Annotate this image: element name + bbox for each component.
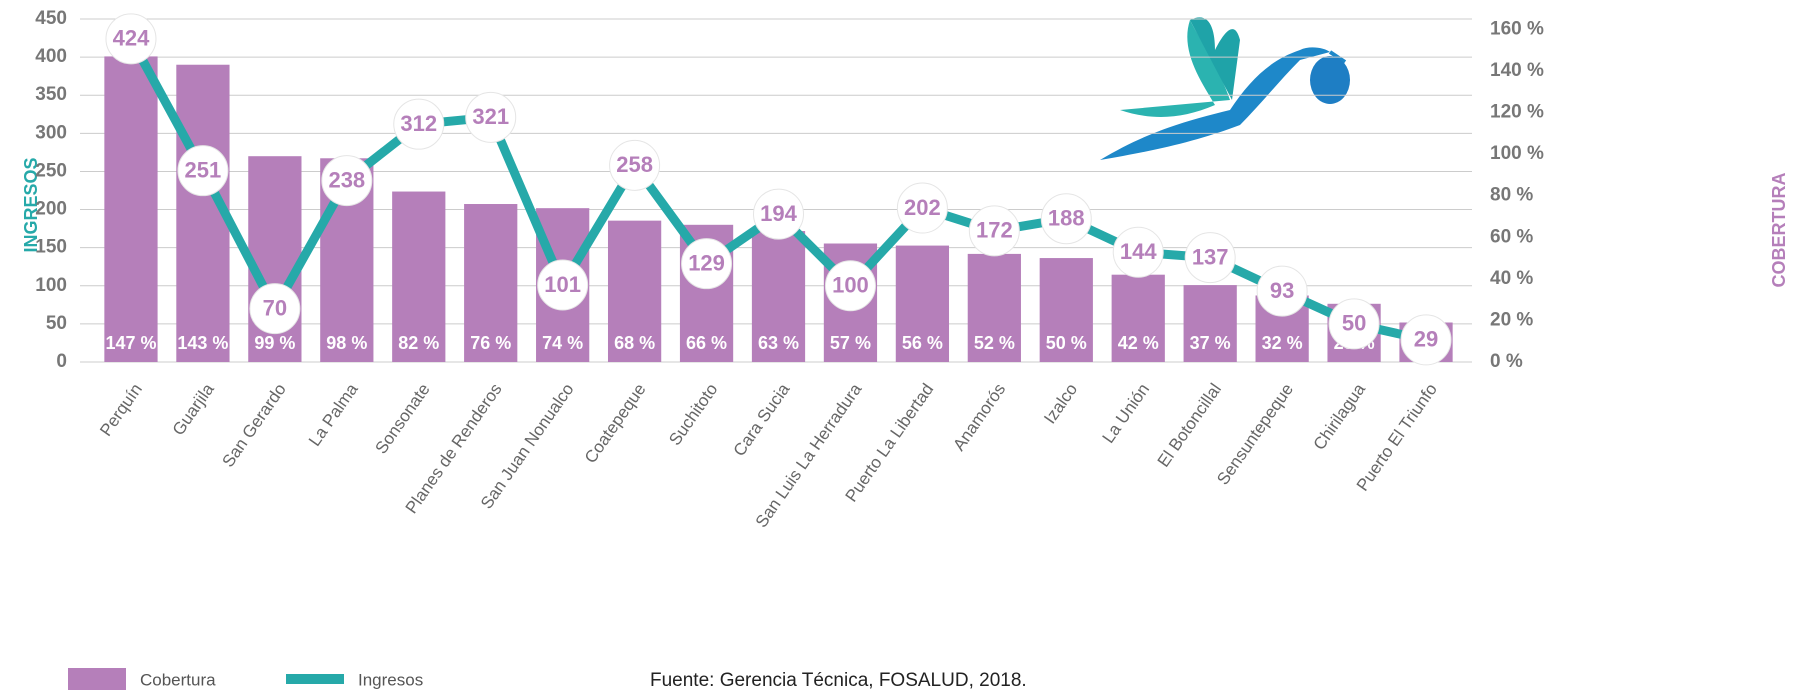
y2-axis-title: COBERTURA xyxy=(1769,173,1789,288)
line-value-label: 202 xyxy=(904,195,941,220)
line-value-label: 93 xyxy=(1270,278,1294,303)
bar-value-label: 98 % xyxy=(326,333,367,353)
y2-tick-label: 80 % xyxy=(1490,185,1533,206)
line-value-label: 101 xyxy=(544,272,581,297)
y2-tick-label: 0 % xyxy=(1490,351,1523,372)
legend-label: Cobertura xyxy=(140,670,216,689)
y2-tick-label: 120 % xyxy=(1490,102,1544,123)
bar-value-label: 63 % xyxy=(758,333,799,353)
bar-value-label: 52 % xyxy=(974,333,1015,353)
x-tick-label: Puerto El Triunfo xyxy=(1353,380,1441,495)
x-tick-label: Sensuntepeque xyxy=(1213,380,1297,488)
bar-value-label: 66 % xyxy=(686,333,727,353)
x-tick-label: Suchitoto xyxy=(665,380,721,449)
line-value-label: 100 xyxy=(832,273,869,298)
line-value-label: 137 xyxy=(1192,244,1229,269)
x-tick-label: Sonsonate xyxy=(372,380,434,457)
y2-tick-label: 140 % xyxy=(1490,60,1544,81)
line-value-label: 312 xyxy=(400,111,437,136)
y-tick-label: 450 xyxy=(35,8,67,29)
y-tick-label: 400 xyxy=(35,46,67,67)
bar-value-label: 50 % xyxy=(1046,333,1087,353)
bar-value-label: 56 % xyxy=(902,333,943,353)
line-value-label: 194 xyxy=(760,201,797,226)
bar-value-label: 32 % xyxy=(1262,333,1303,353)
line-value-label: 29 xyxy=(1414,327,1438,352)
y-tick-label: 150 xyxy=(35,237,67,258)
bar-value-label: 42 % xyxy=(1118,333,1159,353)
x-tick-label: Anamorós xyxy=(949,380,1009,454)
bar-value-label: 76 % xyxy=(470,333,511,353)
x-tick-label: La Unión xyxy=(1099,380,1154,447)
y-tick-label: 200 xyxy=(35,199,67,220)
y2-tick-label: 20 % xyxy=(1490,309,1533,330)
bar-value-label: 82 % xyxy=(398,333,439,353)
line-value-label: 172 xyxy=(976,218,1013,243)
line-value-label: 188 xyxy=(1048,206,1085,231)
x-tick-label: San Gerardo xyxy=(218,380,289,471)
bar xyxy=(104,56,157,362)
line-value-label: 251 xyxy=(185,157,222,182)
bar-value-label: 68 % xyxy=(614,333,655,353)
y-tick-label: 0 xyxy=(56,351,67,372)
bar-value-label: 57 % xyxy=(830,333,871,353)
line-value-label: 144 xyxy=(1120,239,1157,264)
y-tick-label: 300 xyxy=(35,122,67,143)
x-tick-label: Cara Sucia xyxy=(730,380,794,460)
y-tick-label: 250 xyxy=(35,160,67,181)
line-value-label: 321 xyxy=(472,104,509,129)
x-tick-label: El Botoncillal xyxy=(1154,380,1225,471)
y2-tick-label: 60 % xyxy=(1490,226,1533,247)
y-tick-label: 50 xyxy=(46,313,67,334)
y2-tick-label: 160 % xyxy=(1490,18,1544,39)
x-tick-label: Coatepeque xyxy=(581,380,650,467)
y2-tick-label: 100 % xyxy=(1490,143,1544,164)
x-tick-label: Guarjila xyxy=(169,380,218,439)
bar-value-label: 37 % xyxy=(1190,333,1231,353)
x-tick-label: Perquín xyxy=(96,380,146,440)
legend-swatch xyxy=(286,674,344,684)
stork-icon xyxy=(1100,17,1350,160)
bar-value-label: 74 % xyxy=(542,333,583,353)
bar-value-label: 99 % xyxy=(254,333,295,353)
y-tick-label: 350 xyxy=(35,84,67,105)
x-tick-label: La Palma xyxy=(305,380,362,450)
line-value-label: 70 xyxy=(263,295,287,320)
chart: INGRESOS COBERTURA Cobertura Ingresos Fu… xyxy=(0,0,1796,697)
line-value-label: 258 xyxy=(616,152,653,177)
x-tick-label: Chirilagua xyxy=(1310,380,1370,454)
y2-tick-label: 40 % xyxy=(1490,268,1533,289)
legend-swatch xyxy=(68,668,126,690)
legend-label: Ingresos xyxy=(358,670,423,689)
y-tick-label: 100 xyxy=(35,275,67,296)
line-value-label: 424 xyxy=(113,26,150,51)
bar-value-label: 147 % xyxy=(105,333,156,353)
bar-value-label: 143 % xyxy=(177,333,228,353)
x-tick-label: Izalco xyxy=(1040,380,1081,427)
line-value-label: 238 xyxy=(328,167,365,192)
line-value-label: 50 xyxy=(1342,311,1366,336)
source-note: Fuente: Gerencia Técnica, FOSALUD, 2018. xyxy=(650,670,1027,691)
line-value-label: 129 xyxy=(688,250,725,275)
